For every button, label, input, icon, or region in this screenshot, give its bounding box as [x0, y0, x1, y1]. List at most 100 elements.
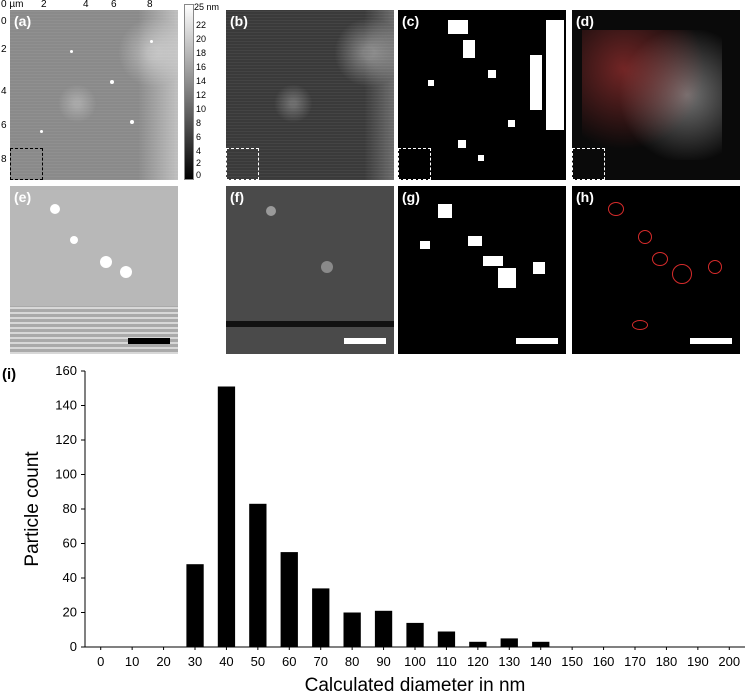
bar — [374, 610, 393, 647]
x-tick-label: 40 — [219, 654, 233, 669]
zoom-region-box — [226, 148, 259, 180]
afm-panel-g: (g) — [398, 186, 566, 354]
x-axis-label: Calculated diameter in nm — [305, 675, 526, 696]
x-tick-label: 100 — [404, 654, 426, 669]
bar — [343, 612, 361, 647]
x-tick-label: 70 — [313, 654, 327, 669]
y-tick-label: 0 — [70, 639, 77, 654]
scale-bar — [516, 338, 558, 344]
afm-panel-e: (e) — [10, 186, 178, 354]
scale-bar — [344, 338, 386, 344]
zoom-region-box — [398, 148, 431, 180]
x-tick-label: 130 — [498, 654, 520, 669]
panel-label: (g) — [402, 189, 420, 205]
x-tick: 8 — [147, 0, 153, 10]
x-tick-label: 0 — [97, 654, 104, 669]
afm-panel-c: (c) — [398, 10, 566, 180]
colorbar-tick: 2 — [196, 158, 202, 168]
bar — [186, 564, 204, 647]
y-tick: 8 — [1, 154, 7, 165]
colorbar-tick: 10 — [196, 104, 207, 114]
afm-x-axis: 0 µm 2 4 6 8 — [1, 0, 178, 10]
panel-label: (i) — [2, 366, 17, 383]
x-tick-label: 10 — [125, 654, 139, 669]
x-tick: 6 — [111, 0, 117, 10]
x-tick-label: 110 — [436, 654, 457, 669]
colorbar-labels: 25 nm 22 20 18 16 14 12 10 8 6 4 2 0 — [194, 0, 226, 180]
y-tick-label: 60 — [63, 536, 77, 551]
x-tick-label: 30 — [188, 654, 202, 669]
afm-bright-edge — [138, 10, 178, 180]
scale-bar — [128, 338, 170, 344]
x-tick: 0 µm — [1, 0, 24, 10]
bar — [437, 631, 456, 647]
afm-panel-h: (h) — [572, 186, 740, 354]
x-tick-label: 190 — [687, 654, 709, 669]
scale-bar — [690, 338, 732, 344]
x-tick-label: 50 — [251, 654, 265, 669]
colorbar-tick: 8 — [196, 118, 202, 128]
y-ticks-group: 0 20 40 60 80 100 120 140 160 — [55, 363, 85, 654]
y-tick-label: 100 — [55, 467, 77, 482]
bar — [312, 588, 330, 647]
x-tick: 4 — [83, 0, 89, 10]
y-tick-label: 80 — [63, 501, 77, 516]
afm-panel-d: (d) — [572, 10, 740, 180]
bars-group — [186, 386, 550, 647]
zoom-region-box — [572, 148, 605, 180]
y-tick-label: 120 — [55, 432, 77, 447]
panel-label: (h) — [576, 189, 594, 205]
panel-label: (e) — [14, 189, 32, 205]
x-tick-label: 80 — [345, 654, 359, 669]
x-tick-label: 150 — [561, 654, 583, 669]
x-tick-label: 200 — [718, 654, 740, 669]
colorbar-tick: 6 — [196, 132, 202, 142]
bar — [217, 386, 236, 647]
x-tick-label: 90 — [376, 654, 390, 669]
y-tick: 0 — [1, 16, 7, 27]
colorbar-tick: 22 — [196, 20, 207, 30]
colorbar-unit: 25 nm — [194, 2, 220, 12]
colorbar-tick: 14 — [196, 76, 207, 86]
colorbar-tick: 20 — [196, 34, 207, 44]
afm-y-axis: 0 2 4 6 8 — [0, 10, 10, 180]
x-tick-label: 180 — [656, 654, 678, 669]
x-tick-label: 170 — [624, 654, 646, 669]
panel-label: (f) — [230, 189, 244, 205]
x-ticks-group: 0 10 20 30 40 50 60 70 80 90 100 110 120 130 140 150 160… — [97, 647, 740, 669]
afm-panel-b: (b) — [226, 10, 394, 180]
bar — [500, 638, 518, 647]
afm-panel-f: (f) — [226, 186, 394, 354]
bar — [249, 503, 267, 647]
panel-label: (a) — [14, 13, 32, 29]
y-tick: 4 — [1, 86, 7, 97]
colorbar-tick: 16 — [196, 62, 207, 72]
bar — [469, 641, 487, 647]
y-tick-label: 20 — [63, 605, 77, 620]
bar — [406, 622, 424, 647]
y-tick: 2 — [1, 44, 7, 55]
colorbar-tick: 18 — [196, 48, 207, 58]
x-tick-label: 60 — [282, 654, 296, 669]
y-tick: 6 — [1, 120, 7, 131]
panel-label: (c) — [402, 13, 420, 29]
colorbar-tick: 4 — [196, 146, 202, 156]
bar — [280, 552, 298, 647]
x-tick-label: 20 — [156, 654, 170, 669]
y-tick-label: 160 — [55, 363, 77, 378]
zoom-region-box — [10, 148, 43, 180]
y-tick-label: 140 — [55, 398, 77, 413]
panel-label: (b) — [230, 13, 248, 29]
y-axis-label: Particle count — [22, 451, 43, 567]
x-tick-label: 140 — [530, 654, 552, 669]
x-tick-label: 120 — [467, 654, 489, 669]
x-tick: 2 — [41, 0, 47, 10]
panel-label: (d) — [576, 13, 594, 29]
bar — [532, 641, 550, 647]
afm-panel-a: (a) — [10, 10, 178, 180]
colorbar-tick: 0 — [196, 170, 202, 180]
x-tick-label: 160 — [593, 654, 615, 669]
y-tick-label: 40 — [63, 570, 77, 585]
colorbar-tick: 12 — [196, 90, 207, 100]
height-colorbar — [184, 4, 194, 180]
